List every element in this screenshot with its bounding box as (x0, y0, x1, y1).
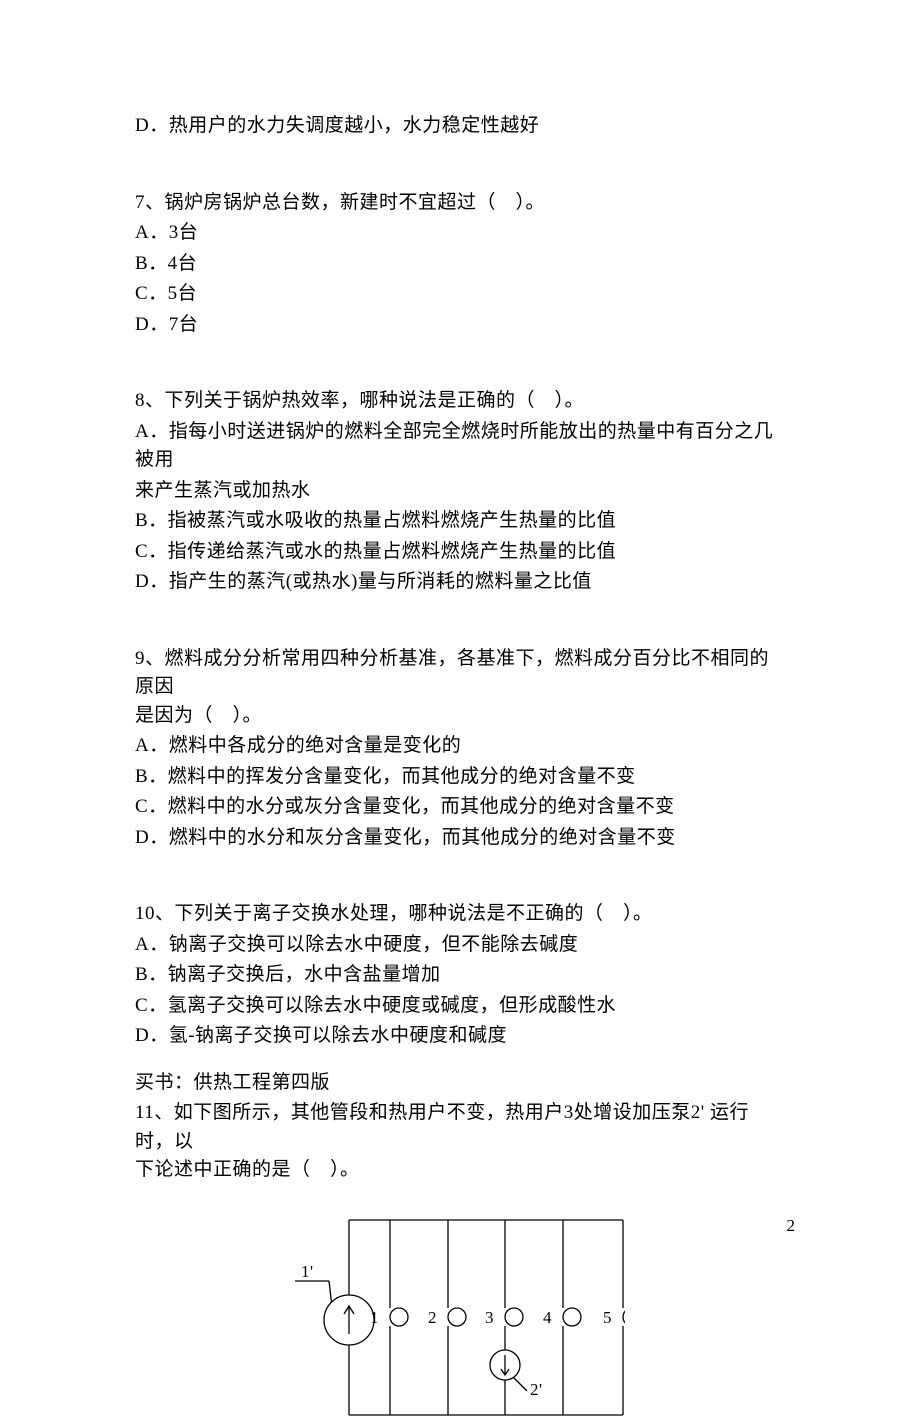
q10-option-b: B．钠离子交换后，水中含盐量增加 (135, 961, 785, 990)
svg-text:2: 2 (428, 1308, 437, 1327)
diagram-svg: 1' 1 2 2' 3 4 5 (295, 1205, 625, 1425)
q7-option-b: B．4台 (135, 250, 785, 279)
svg-text:1: 1 (370, 1308, 379, 1327)
q10-option-c: C．氢离子交换可以除去水中硬度或碱度，但形成酸性水 (135, 992, 785, 1021)
q6-option-d: D．热用户的水力失调度越小，水力稳定性越好 (135, 112, 785, 141)
q9-option-a: A．燃料中各成分的绝对含量是变化的 (135, 732, 785, 761)
svg-text:2': 2' (530, 1380, 543, 1399)
q8-option-c: C．指传递给蒸汽或水的热量占燃料燃烧产生热量的比值 (135, 538, 785, 567)
q10-stem: 10、下列关于离子交换水处理，哪种说法是不正确的（ ）。 (135, 900, 785, 929)
svg-text:4: 4 (543, 1308, 552, 1327)
svg-text:1': 1' (301, 1262, 314, 1281)
q9-option-b: B．燃料中的挥发分含量变化，而其他成分的绝对含量不变 (135, 763, 785, 792)
q8-option-a-line1: A．指每小时送进锅炉的燃料全部完全燃烧时所能放出的热量中有百分之几被用 (135, 418, 785, 475)
q8-option-d: D．指产生的蒸汽(或热水)量与所消耗的燃料量之比值 (135, 568, 785, 597)
q7-stem: 7、锅炉房锅炉总台数，新建时不宜超过（ ）。 (135, 189, 785, 218)
question-7: 7、锅炉房锅炉总台数，新建时不宜超过（ ）。 A．3台 B．4台 C．5台 D．… (135, 189, 785, 340)
q11-diagram: 1' 1 2 2' 3 4 5 (135, 1205, 785, 1425)
q11-stem-line2: 下论述中正确的是（ ）。 (135, 1156, 785, 1185)
q7-option-d: D．7台 (135, 311, 785, 340)
question-9: 9、燃料成分分析常用四种分析基准，各基准下，燃料成分百分比不相同的原因 是因为（… (135, 645, 785, 853)
question-8: 8、下列关于锅炉热效率，哪种说法是正确的（ ）。 A．指每小时送进锅炉的燃料全部… (135, 387, 785, 597)
page-content: D．热用户的水力失调度越小，水力稳定性越好 7、锅炉房锅炉总台数，新建时不宜超过… (135, 112, 785, 1425)
page-number: 2 (787, 1213, 796, 1239)
q9-stem-line1: 9、燃料成分分析常用四种分析基准，各基准下，燃料成分百分比不相同的原因 (135, 645, 785, 702)
option-d: D．热用户的水力失调度越小，水力稳定性越好 (135, 112, 785, 141)
q10-option-a: A．钠离子交换可以除去水中硬度，但不能除去碱度 (135, 931, 785, 960)
question-10: 10、下列关于离子交换水处理，哪种说法是不正确的（ ）。 A．钠离子交换可以除去… (135, 900, 785, 1051)
svg-text:5: 5 (603, 1308, 612, 1327)
q7-option-c: C．5台 (135, 280, 785, 309)
q10-option-d: D．氢-钠离子交换可以除去水中硬度和碱度 (135, 1022, 785, 1051)
q8-option-b: B．指被蒸汽或水吸收的热量占燃料燃烧产生热量的比值 (135, 507, 785, 536)
question-11: 11、如下图所示，其他管段和热用户不变，热用户3处增设加压泵2' 运行时，以 下… (135, 1099, 785, 1185)
q11-stem-line1: 11、如下图所示，其他管段和热用户不变，热用户3处增设加压泵2' 运行时，以 (135, 1099, 785, 1156)
q9-stem-line2: 是因为（ ）。 (135, 702, 785, 731)
svg-text:3: 3 (485, 1308, 494, 1327)
q8-stem: 8、下列关于锅炉热效率，哪种说法是正确的（ ）。 (135, 387, 785, 416)
q7-option-a: A．3台 (135, 219, 785, 248)
q8-option-a-line2: 来产生蒸汽或加热水 (135, 477, 785, 506)
q9-option-d: D．燃料中的水分和灰分含量变化，而其他成分的绝对含量不变 (135, 824, 785, 853)
note-line: 买书：供热工程第四版 (135, 1069, 785, 1098)
q9-option-c: C．燃料中的水分或灰分含量变化，而其他成分的绝对含量不变 (135, 793, 785, 822)
